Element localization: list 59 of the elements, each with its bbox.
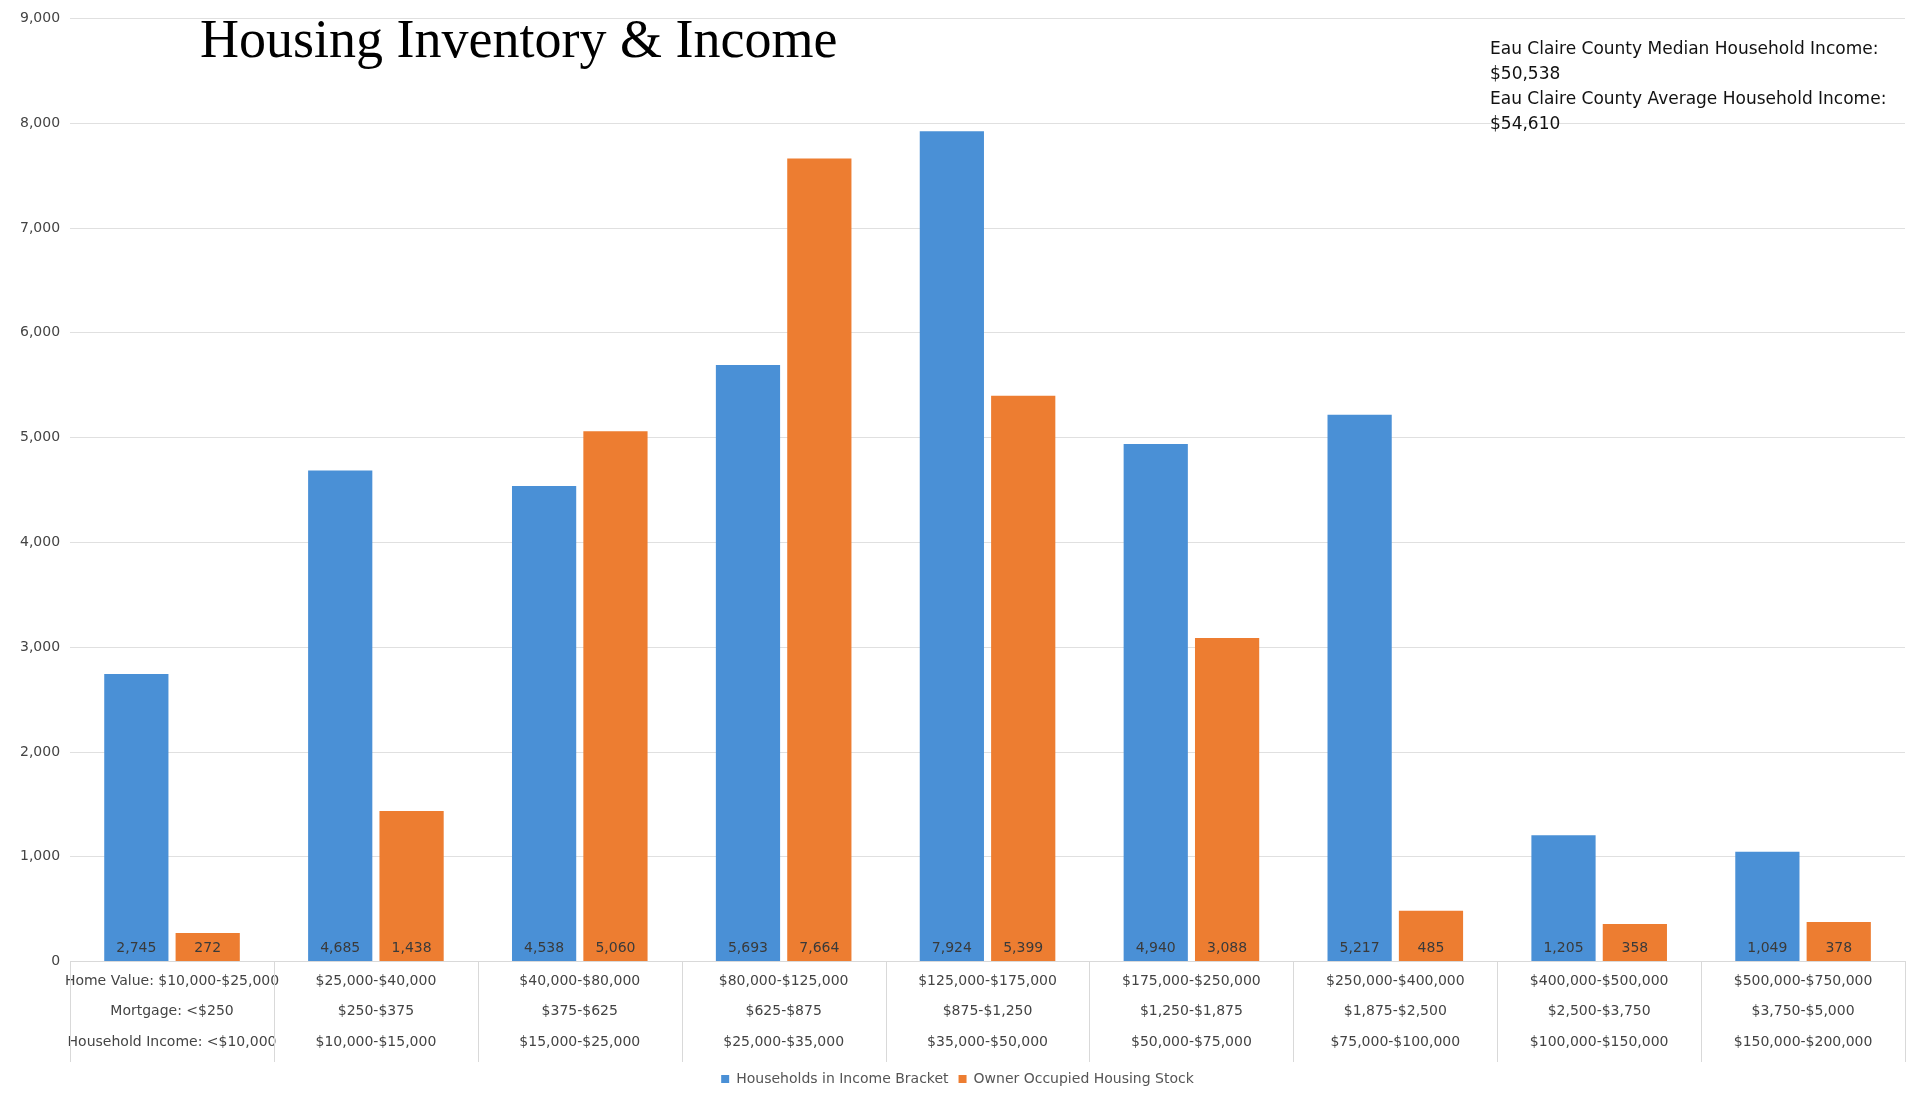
y-tick-label: 1,000 <box>19 847 61 864</box>
legend-label: Households in Income Bracket <box>736 1069 950 1086</box>
bar <box>991 395 1056 962</box>
y-tick-label: 8,000 <box>19 113 61 130</box>
x-tick-label: Home Value: $10,000-$25,000 Mortgage: <$250 Household Income: <$10,000 <box>64 971 280 1050</box>
y-tick-label: 9,000 <box>19 9 61 26</box>
data-label: 7,664 <box>799 938 840 955</box>
bar <box>1327 414 1392 962</box>
bar <box>104 673 169 962</box>
data-label: 4,538 <box>524 938 565 955</box>
x-tick-label: $175,000-$250,000 $1,250-$1,875 $50,000-$75,000 <box>1122 971 1261 1050</box>
y-tick-label: 6,000 <box>19 323 61 340</box>
data-label: 1,438 <box>391 938 432 955</box>
data-label: 485 <box>1417 938 1445 955</box>
bar <box>715 364 781 962</box>
bar <box>308 470 373 962</box>
data-label: 5,217 <box>1339 938 1380 955</box>
data-label: 5,693 <box>727 938 769 955</box>
data-label: 378 <box>1825 938 1853 955</box>
y-tick-label: 7,000 <box>19 218 61 235</box>
bar <box>511 486 577 962</box>
data-label: 358 <box>1621 938 1649 955</box>
data-label: 1,049 <box>1747 938 1788 955</box>
bar <box>379 810 444 962</box>
y-tick-label: 4,000 <box>19 533 61 550</box>
data-label: 5,399 <box>1003 938 1044 955</box>
bar <box>1602 924 1667 962</box>
annotation: Eau Claire County Median Household Income: $50,538 Eau Claire County Average Household Income: $54,610 <box>1490 37 1887 135</box>
y-tick-label: 3,000 <box>19 637 61 654</box>
bar <box>1398 910 1464 962</box>
y-tick-label: 2,000 <box>19 742 61 759</box>
bar <box>1531 835 1596 962</box>
data-label: 5,060 <box>595 938 636 955</box>
x-tick-label: $40,000-$80,000 $375-$625 $15,000-$25,000 <box>519 971 641 1050</box>
bar <box>1806 921 1871 962</box>
x-tick-label: $250,000-$400,000 $1,875-$2,500 $75,000-$100,000 <box>1325 971 1465 1050</box>
x-tick-label: $25,000-$40,000 $250-$375 $10,000-$15,000 <box>315 971 437 1050</box>
chart-title: Housing Inventory & Income <box>200 8 838 70</box>
y-tick-label: 0 <box>51 952 61 969</box>
bar <box>1735 851 1800 962</box>
legend-label: Owner Occupied Housing Stock <box>973 1069 1195 1086</box>
data-label: 272 <box>194 938 222 955</box>
bar <box>583 431 648 962</box>
data-label: 1,205 <box>1543 938 1584 955</box>
data-label: 3,088 <box>1207 938 1248 955</box>
x-tick-label: $400,000-$500,000 $2,500-$3,750 $100,000-$150,000 <box>1529 971 1669 1050</box>
data-label: 7,924 <box>931 938 972 955</box>
x-tick-label: $500,000-$750,000 $3,750-$5,000 $150,000-$200,000 <box>1733 971 1873 1050</box>
bar <box>175 933 240 962</box>
x-tick-label: $80,000-$125,000 $625-$875 $25,000-$35,000 <box>718 971 849 1050</box>
data-label: 4,685 <box>320 938 361 955</box>
y-tick-label: 5,000 <box>19 428 61 445</box>
x-tick-label: $125,000-$175,000 $875-$1,250 $35,000-$50,000 <box>918 971 1057 1050</box>
bar <box>919 131 984 962</box>
data-label: 2,745 <box>116 938 157 955</box>
bar <box>1123 443 1188 962</box>
bar <box>787 158 852 962</box>
data-label: 4,940 <box>1135 938 1176 955</box>
bar <box>1194 637 1260 962</box>
